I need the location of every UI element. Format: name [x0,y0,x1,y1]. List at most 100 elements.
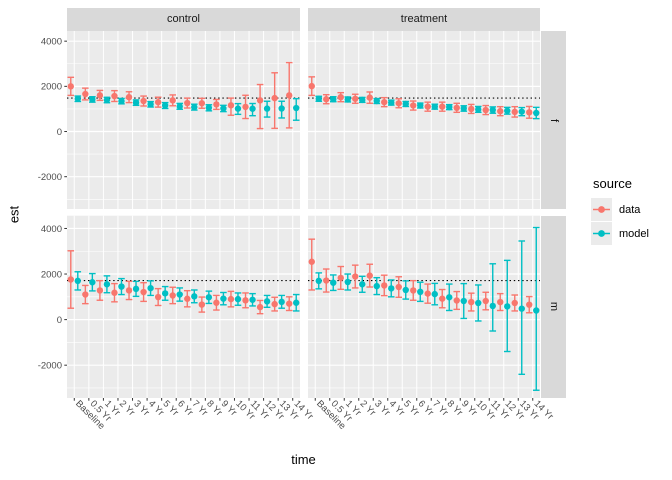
data-point [74,95,81,102]
data-point [96,287,104,294]
data-point [67,83,74,90]
data-point [424,290,431,297]
data-point [518,305,525,312]
model-pointrange-glyph [593,230,610,237]
panel-background [67,31,300,209]
data-pointrange-glyph [593,206,610,213]
data-point [497,298,504,306]
data-point [198,301,206,308]
data-point [176,103,183,110]
data-point [286,92,293,99]
series-model [74,271,300,312]
data-point [388,285,395,292]
facet-strip-f: f [541,31,566,209]
data-point [103,96,111,104]
data-point [381,98,388,106]
data-point [497,107,504,115]
facet-strip-control-label: control [166,13,201,25]
data-point [249,296,256,303]
data-point [96,92,104,99]
data-point [154,98,162,106]
data-point [191,103,198,111]
legend: source data model [591,176,649,246]
data-point [308,82,315,90]
data-point [82,291,89,298]
facet-strip-treatment: treatment [308,8,540,31]
data-point [286,300,293,307]
legend-entry-model: model [591,222,649,246]
data-point [161,290,169,297]
data-point [395,100,402,107]
data-point [323,277,330,284]
data-point [402,100,409,108]
data-point [147,284,154,292]
data-point [373,282,380,290]
data-point [511,108,518,116]
data-point [227,295,235,303]
data-point [381,282,388,289]
panel-treatment-m [308,215,540,398]
series-data [308,238,533,314]
data-point [278,105,285,112]
data-point [220,295,227,302]
data-point [154,293,162,301]
legend-label-model: model [619,228,649,240]
series-model [74,95,300,121]
y-tick-label: 4000 [41,37,62,48]
data-point [132,99,140,106]
data-point [330,96,337,103]
data-point [410,102,417,109]
series-model [315,226,540,391]
data-point [337,93,344,101]
data-point [147,101,154,108]
data-point [431,103,438,110]
panel-control-f [67,31,300,209]
data-point [271,300,278,308]
data-point [475,299,482,307]
data-point [67,276,74,283]
data-point [205,104,213,112]
y-tick-label: 4000 [41,224,62,235]
data-point [475,106,482,113]
data-point [256,97,264,104]
series-data [67,61,293,130]
data-point [352,273,359,280]
data-point [132,285,140,293]
y-tick-label: 0 [57,315,62,326]
data-point [431,290,438,298]
data-point [417,102,424,109]
data-point [337,274,344,282]
data-point [103,281,111,288]
data-point [169,292,176,299]
data-point [446,294,453,301]
data-point [446,103,453,111]
data-point [359,96,366,104]
data-point [191,293,198,300]
model-series-key-icon [591,222,612,245]
data-point [504,107,511,114]
panel-treatment-f [308,31,540,209]
axes: 400020000-2000400020000-2000Baseline0.5 … [38,37,556,432]
data-point [330,279,337,286]
data-point [344,278,351,286]
data-point [118,283,125,290]
data-point [242,103,249,111]
data-point [184,99,191,107]
data-point [184,295,191,302]
data-point [234,105,242,112]
data-point [439,103,446,110]
legend-title: source [593,176,633,191]
panel-background [308,31,540,209]
data-point [198,100,206,107]
data-point [439,295,446,302]
data-point [526,301,533,308]
data-point [271,94,278,102]
facet-strip-control: control [67,8,300,31]
data-point [89,96,96,103]
data-point [125,287,133,294]
data-point [278,298,285,306]
data-point [293,104,300,112]
data-point [161,102,169,109]
facet-strip-m: m [541,215,566,398]
